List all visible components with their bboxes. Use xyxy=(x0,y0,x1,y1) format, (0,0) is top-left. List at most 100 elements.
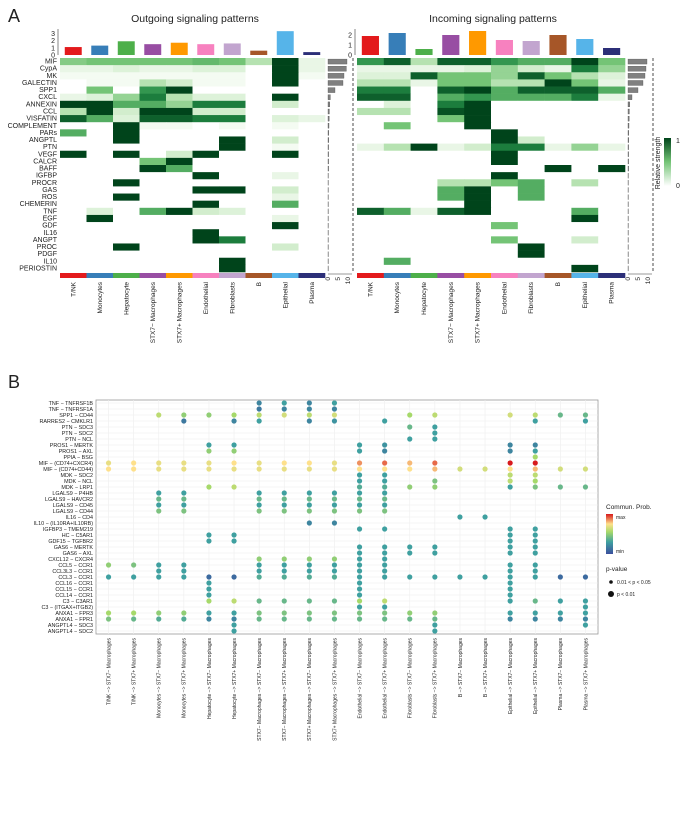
heat-cell xyxy=(517,79,545,87)
heat-cell xyxy=(598,257,626,266)
heat-cell xyxy=(491,72,519,80)
heat-cell xyxy=(571,264,599,273)
heat-cell xyxy=(192,172,220,180)
heat-cell xyxy=(86,72,114,80)
heat-cell xyxy=(571,214,599,223)
heat-cell xyxy=(598,236,626,244)
dot xyxy=(131,460,137,466)
heat-cell xyxy=(357,229,385,237)
prob-legend-min: min xyxy=(616,549,624,555)
dot xyxy=(256,574,262,580)
heat-cell xyxy=(571,179,599,187)
heat-cell xyxy=(357,186,385,194)
dot xyxy=(331,400,338,406)
pair-label: CXCL12 − CXCR4 xyxy=(48,557,93,563)
heat-cell xyxy=(139,243,167,251)
dot xyxy=(432,616,438,622)
heat-cell xyxy=(166,200,193,209)
heat-cell xyxy=(383,214,411,223)
right-bar xyxy=(327,137,329,143)
heat-cell xyxy=(298,172,326,180)
heat-cell xyxy=(357,236,385,244)
pair-label: ANGPTL4 − SDC3 xyxy=(48,623,93,629)
heat-cell xyxy=(571,229,599,237)
heat-cell xyxy=(437,143,465,152)
heat-cell xyxy=(571,207,599,216)
dot xyxy=(281,460,287,466)
dot xyxy=(281,466,287,472)
heat-cell xyxy=(192,236,220,244)
dot xyxy=(407,424,413,430)
dot xyxy=(582,604,589,610)
heat-cell xyxy=(272,257,299,266)
heat-cell xyxy=(219,157,246,166)
heat-cell xyxy=(166,250,193,259)
heat-cell xyxy=(437,107,465,116)
dot xyxy=(131,616,137,622)
dot xyxy=(382,508,388,514)
dot xyxy=(507,412,513,418)
heat-cell xyxy=(491,150,519,159)
heat-cell xyxy=(598,214,626,223)
source-target-label: Hepatocyte −> STX7+ Macrophages xyxy=(232,638,238,720)
dot xyxy=(331,466,338,472)
heat-cell xyxy=(139,229,167,237)
heat-cell xyxy=(357,122,385,130)
heat-cell xyxy=(139,186,167,194)
pair-label: CCL5 − CCR1 xyxy=(58,563,93,569)
heat-cell xyxy=(192,229,220,237)
source-target-label: STX7+ Macrophages −> STX7+ Macrophages xyxy=(332,638,338,741)
dot xyxy=(306,502,312,508)
heat-cell xyxy=(86,157,114,166)
heat-cell xyxy=(219,200,246,209)
heat-cell xyxy=(219,264,246,273)
heat-cell xyxy=(113,165,140,173)
heat-cell xyxy=(86,65,114,73)
dot xyxy=(457,514,463,520)
dot xyxy=(432,628,438,634)
heat-cell xyxy=(219,79,246,87)
panel-b-label: B xyxy=(8,372,20,392)
dot xyxy=(356,568,363,574)
top-bar-0 xyxy=(361,36,379,55)
dot xyxy=(281,502,287,508)
heat-cell xyxy=(272,157,299,166)
heat-cell xyxy=(410,65,438,73)
column-color-strip xyxy=(139,273,167,278)
heat-cell xyxy=(571,136,599,144)
heat-cell xyxy=(192,129,220,137)
heat-cell xyxy=(113,193,140,201)
top-axis-tick: 2 xyxy=(51,38,55,45)
dot xyxy=(256,400,262,406)
heat-cell xyxy=(598,165,626,173)
heat-cell xyxy=(410,172,438,180)
heat-cell xyxy=(383,129,411,137)
heat-cell xyxy=(410,86,438,94)
heat-cell xyxy=(571,129,599,137)
heat-cell xyxy=(464,150,492,159)
heat-cell xyxy=(491,257,519,266)
heat-cell xyxy=(298,179,326,187)
heat-cell xyxy=(598,115,626,123)
heat-cell xyxy=(86,172,114,180)
heat-cell xyxy=(357,172,385,180)
heat-cell xyxy=(219,136,246,144)
heat-cell xyxy=(60,264,87,273)
right-bar xyxy=(327,66,347,72)
heat-cell xyxy=(571,107,599,116)
pair-label: GAS6 − AXL xyxy=(63,551,93,557)
column-color-strip xyxy=(113,273,140,278)
heat-cell xyxy=(192,79,220,87)
heat-cell xyxy=(464,214,492,223)
heat-cell xyxy=(357,129,385,137)
dot xyxy=(281,568,287,574)
heat-cell xyxy=(192,207,220,216)
heat-cell xyxy=(166,79,193,87)
row-label: GAS xyxy=(42,187,57,194)
heat-cell xyxy=(357,79,385,87)
row-label: CHEMERIN xyxy=(20,201,57,208)
column-label: Endothelial xyxy=(203,281,210,314)
right-bar xyxy=(327,151,329,157)
heat-cell xyxy=(166,222,193,230)
pair-label: ANXA1 − FPR1 xyxy=(55,617,93,623)
